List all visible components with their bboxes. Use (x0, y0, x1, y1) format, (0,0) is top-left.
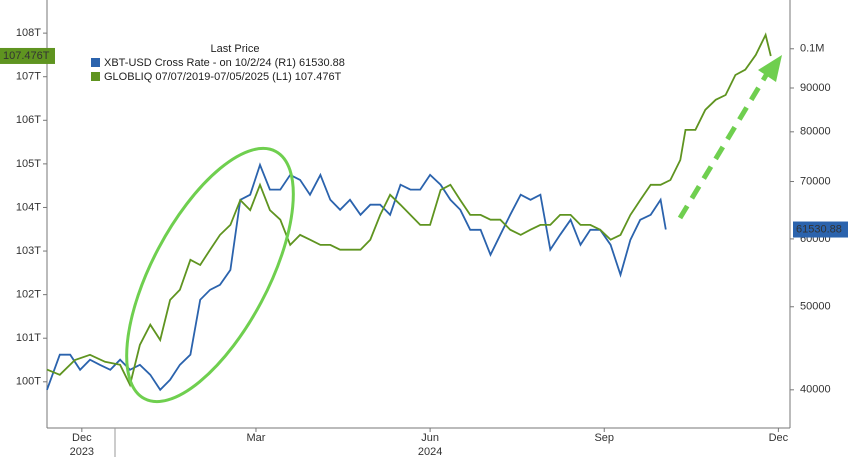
y-tick-label: 101T (16, 332, 41, 344)
y2-tick-label: 90000 (800, 82, 831, 94)
x-tick-label: Mar (246, 432, 265, 444)
y-tick-label: 103T (16, 245, 41, 257)
last-value-label: 61530.88 (796, 223, 842, 235)
last-value-box (0, 47, 55, 64)
y-tick-label: 108T (16, 27, 41, 39)
last-value-box (793, 221, 848, 238)
y-tick-label: 107T (16, 71, 41, 83)
y-tick-label: 100T (16, 376, 41, 388)
x-year-label: 2024 (418, 446, 442, 457)
x-tick-label: Dec (769, 432, 789, 444)
y-tick-label: 102T (16, 289, 41, 301)
legend-label: XBT-USD Cross Rate - on 10/2/24 (R1) 615… (104, 57, 345, 69)
highlight-ellipse (125, 146, 295, 404)
trend-arrow (677, 70, 771, 220)
y-tick-label: 104T (16, 201, 41, 213)
y2-tick-label: 50000 (800, 301, 831, 313)
x-tick-label: Sep (594, 432, 614, 444)
marks (46, 32, 772, 392)
y-tick-label: 106T (16, 114, 41, 126)
x-tick-label: Jun (421, 432, 439, 444)
legend-swatch (91, 58, 100, 67)
series-line (46, 162, 667, 392)
x-year-label: 2023 (70, 446, 94, 457)
y2-tick-label: 70000 (800, 175, 831, 187)
y-tick-label: 105T (16, 158, 41, 170)
y2-tick-label: 80000 (800, 126, 831, 138)
legend-label: GLOBLIQ 07/07/2019-07/05/2025 (L1) 107.4… (104, 71, 342, 83)
legend-box (88, 40, 383, 90)
last-value-label: 107.476T (3, 50, 50, 62)
legend-swatch (91, 72, 100, 81)
legend: Last Price XBT-USD Cross Rate - on 10/2/… (88, 40, 383, 90)
legend-title: Last Price (211, 43, 260, 55)
y2-tick-label: 0.1M (800, 43, 824, 55)
x-tick-label: Dec (72, 432, 92, 444)
series-line (46, 32, 772, 388)
y2-tick-label: 40000 (800, 384, 831, 396)
arrow-head (758, 55, 782, 82)
